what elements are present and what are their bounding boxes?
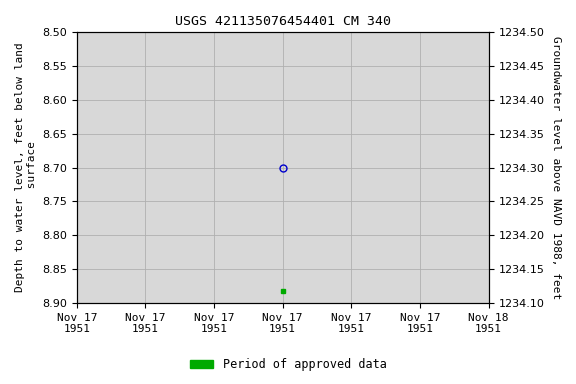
Y-axis label: Depth to water level, feet below land
 surface: Depth to water level, feet below land su… [15, 43, 37, 292]
Legend: Period of approved data: Period of approved data [185, 354, 391, 376]
Title: USGS 421135076454401 CM 340: USGS 421135076454401 CM 340 [175, 15, 391, 28]
Y-axis label: Groundwater level above NAVD 1988, feet: Groundwater level above NAVD 1988, feet [551, 36, 561, 299]
